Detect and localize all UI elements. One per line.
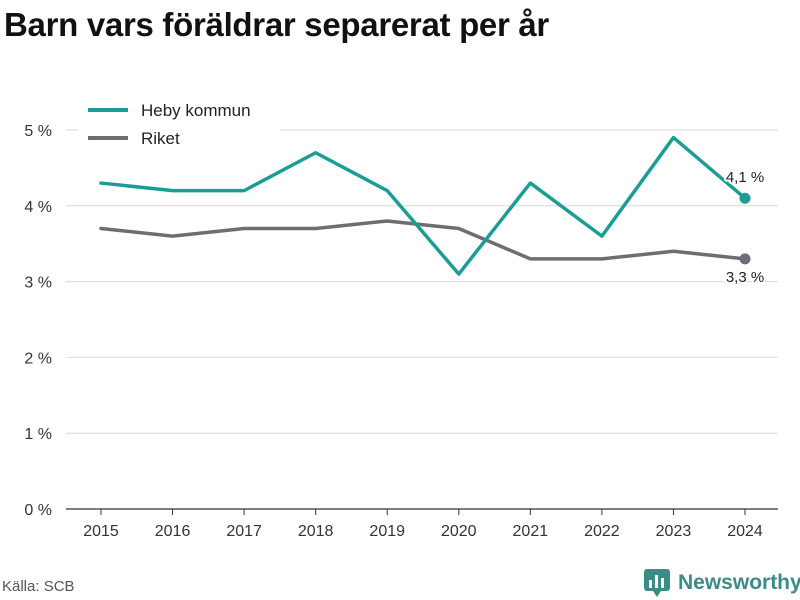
x-tick-label: 2024	[727, 523, 763, 540]
legend-label: Riket	[141, 129, 180, 148]
brand-name: Newsworthy	[678, 571, 800, 594]
y-tick-label: 0 %	[24, 502, 52, 519]
x-tick-label: 2015	[83, 523, 119, 540]
x-tick-label: 2016	[155, 523, 191, 540]
series-layer: 3,3 % 4,1 %	[99, 135, 766, 288]
chart-title: Barn vars föräldrar separerat per år	[4, 6, 549, 43]
series-endpoint-heby	[739, 192, 751, 204]
y-tick-label: 3 %	[24, 275, 52, 292]
y-tick-label: 5 %	[24, 123, 52, 140]
source-note: Källa: SCB	[2, 578, 75, 595]
x-tick-label: 2021	[513, 523, 549, 540]
legend-background	[78, 94, 280, 156]
bar-chart-logo-icon	[644, 569, 670, 597]
axes: 0 % 1 % 2 % 3 % 4 % 5 % 2015 2016 2017 2018 2019 20…	[24, 123, 778, 540]
end-value-label: 3,3 %	[726, 269, 764, 286]
y-tick-label: 1 %	[24, 426, 52, 443]
x-tick-label: 2023	[656, 523, 692, 540]
series-endpoint-riket	[739, 253, 751, 265]
x-tick-label: 2018	[298, 523, 334, 540]
legend-label: Heby kommun	[141, 101, 251, 120]
x-tick-label: 2017	[226, 523, 262, 540]
x-tick-label: 2020	[441, 523, 477, 540]
x-tick-label: 2019	[369, 523, 405, 540]
y-tick-label: 4 %	[24, 199, 52, 216]
legend: Heby kommun Riket	[78, 94, 280, 156]
end-value-label: 4,1 %	[726, 169, 764, 186]
x-tick-label: 2022	[584, 523, 620, 540]
series-line-heby	[99, 135, 747, 276]
y-tick-label: 2 %	[24, 350, 52, 367]
brand-logo[interactable]: Newsworthy	[644, 569, 800, 597]
gridlines	[66, 129, 778, 434]
series-line-riket	[99, 219, 747, 261]
